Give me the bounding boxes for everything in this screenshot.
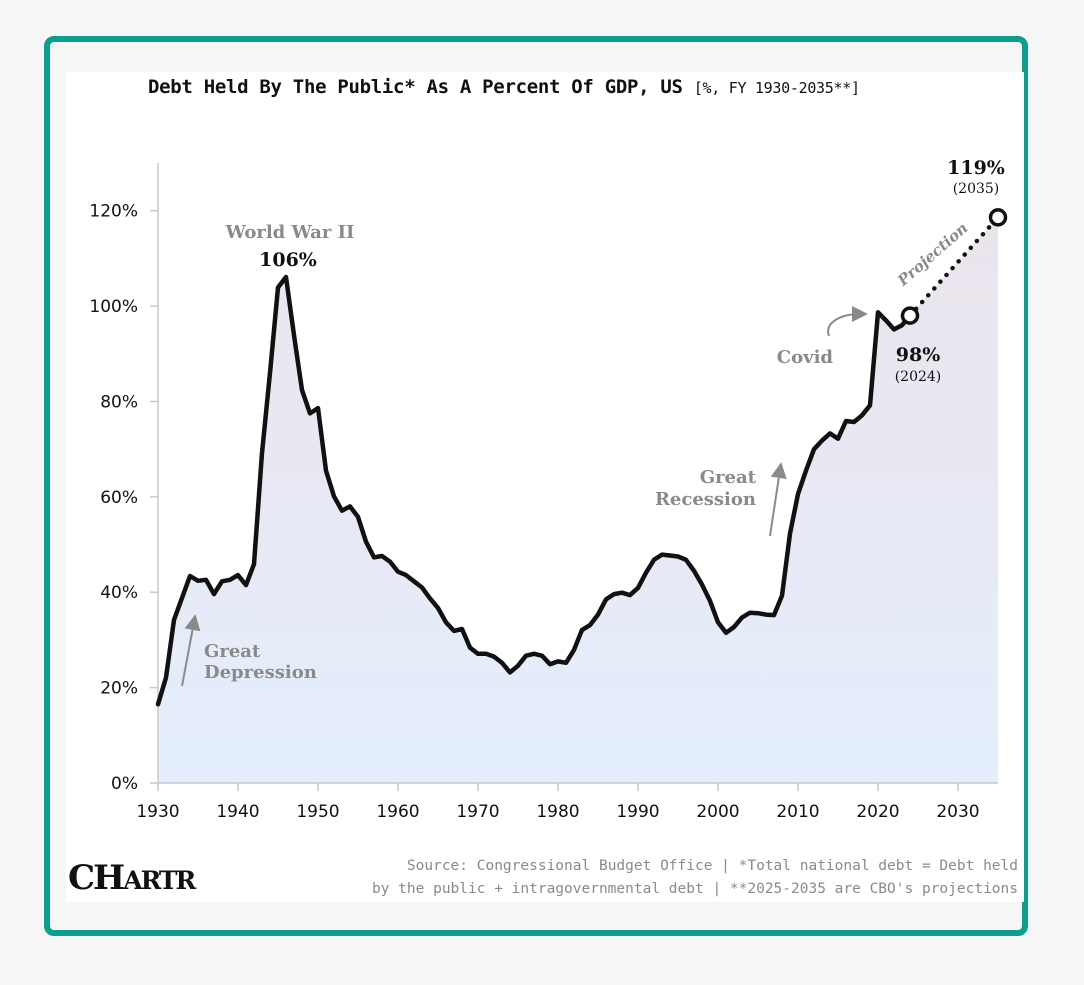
x-tick-label: 2030 <box>936 802 979 822</box>
marker-2024 <box>900 306 920 325</box>
annotation-106-percent: 106% <box>259 249 317 271</box>
y-tick-label: 0% <box>111 774 138 794</box>
covid-arrow <box>827 306 868 337</box>
logo-big-text: CH <box>68 858 125 898</box>
x-tick-label: 2000 <box>696 802 739 822</box>
annotation-great-recession-line2: Recession <box>655 489 756 510</box>
x-tick-label: 1970 <box>456 802 499 822</box>
x-tick-label: 1930 <box>136 802 179 822</box>
projection-line <box>907 215 1001 318</box>
annotation-98-percent: 98% <box>896 344 941 366</box>
x-tick-label: 1940 <box>216 802 259 822</box>
annotation-covid: Covid <box>777 347 834 368</box>
annotation-2035: (2035) <box>953 181 1000 197</box>
area-fill <box>158 217 998 783</box>
great-recession-arrow <box>769 462 787 537</box>
marker-2035 <box>988 208 1008 227</box>
annotation-great-recession-line1: Great <box>700 467 757 488</box>
annotation-world-war-ii: World War II <box>225 222 355 243</box>
logo-small-text: ARTR <box>123 866 196 895</box>
source-note: Source: Congressional Budget Office | *T… <box>372 855 1018 901</box>
chart-subtitle: [%, FY 1930-2035**] <box>693 79 860 97</box>
annotation-119-percent: 119% <box>947 157 1005 179</box>
y-tick-label: 80% <box>100 392 138 412</box>
chartr-logo: CHARTR <box>68 858 196 898</box>
y-tick-label: 20% <box>100 679 138 699</box>
x-tick-label: 1980 <box>536 802 579 822</box>
historical-debt-line <box>155 274 913 707</box>
chart-title: Debt Held By The Public* As A Percent Of… <box>148 76 860 98</box>
annotation-2024: (2024) <box>895 369 942 385</box>
x-tick-label: 1990 <box>616 802 659 822</box>
source-line-1: Source: Congressional Budget Office | *T… <box>406 858 1018 874</box>
axes-layer: 0% 20% 40% 60% 80% 100% 120% 1930 1940 1950 1960 19… <box>89 163 998 822</box>
x-tick-label: 1950 <box>296 802 339 822</box>
x-tick-label: 1960 <box>376 802 419 822</box>
annotation-great-depression-line1: Great <box>204 641 261 662</box>
y-tick-label: 100% <box>89 297 138 317</box>
chart-title-text: Debt Held By The Public* As A Percent Of… <box>148 76 683 98</box>
y-tick-label: 60% <box>100 488 138 508</box>
y-tick-label: 120% <box>89 202 138 222</box>
source-line-2: by the public + intragovernmental debt |… <box>371 881 1018 897</box>
x-tick-label: 2010 <box>776 802 819 822</box>
area-fill-layer <box>158 217 998 783</box>
y-tick-label: 40% <box>100 583 138 603</box>
great-depression-arrow <box>181 614 201 687</box>
x-tick-label: 2020 <box>856 802 899 822</box>
series-layer <box>155 208 1008 707</box>
annotation-great-depression-line2: Depression <box>204 662 317 683</box>
